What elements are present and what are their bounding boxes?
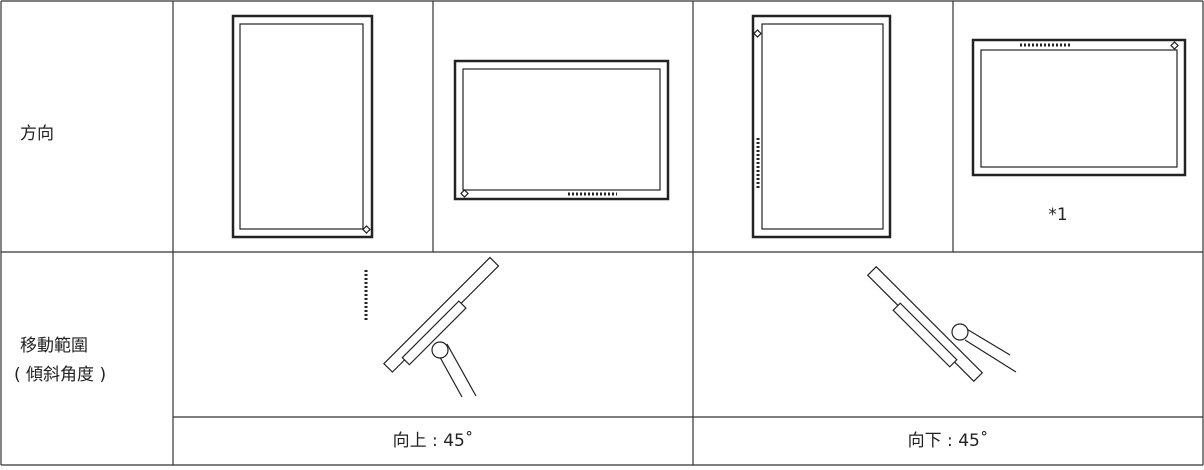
row-label: 移動範圍 (20, 336, 88, 356)
tilt-up: 向上 : 45˚ (393, 430, 474, 451)
tilt-sketches (383, 256, 1017, 398)
row-label: ( 傾斜角度 ) (14, 365, 106, 385)
footnote-mark: *1 (1048, 205, 1067, 225)
tilt-down: 向下 : 45˚ (908, 430, 989, 451)
monitor-icons (231, 14, 1187, 320)
row-label: 方向 (20, 124, 54, 144)
